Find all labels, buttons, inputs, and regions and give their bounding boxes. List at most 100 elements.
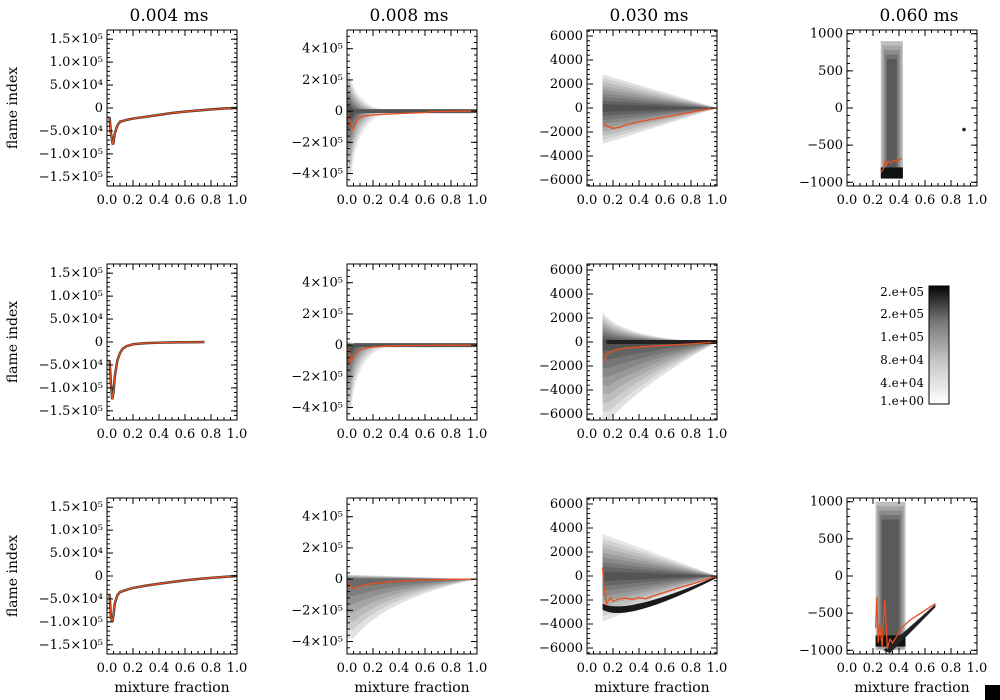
colorbar-label: 1.e+00	[880, 394, 924, 408]
y-axis-label: flame index	[5, 67, 21, 149]
y-tick-label: −2000	[539, 593, 583, 608]
x-tick-label: 0.8	[681, 427, 702, 442]
y-tick-label: 0	[335, 338, 343, 353]
x-tick-label: 0.0	[97, 427, 118, 442]
y-tick-label: 0	[835, 101, 843, 116]
density-band	[347, 106, 360, 121]
y-tick-label: 0	[335, 104, 343, 119]
y-tick-label: 4×10⁵	[302, 276, 343, 291]
y-tick-label: 0	[95, 569, 103, 584]
x-tick-label: 0.4	[629, 193, 650, 208]
y-tick-label: 500	[818, 532, 843, 547]
density-band	[347, 75, 394, 174]
panel-r1c4: 0.0 0.2 0.4 0.6 0.8 1.0 1000 500 0 −500 −1000	[799, 27, 987, 208]
colorbar-label: 4.e+04	[880, 376, 924, 390]
panel-plot-area	[347, 341, 477, 417]
x-tick-label: 0.8	[681, 661, 702, 676]
column-title: 0.060 ms	[880, 6, 959, 26]
x-tick-label: 0.6	[915, 193, 936, 208]
x-tick-label: 0.8	[441, 193, 462, 208]
x-tick-label: 0.6	[655, 661, 676, 676]
y-tick-label: 1.0×10⁵	[50, 523, 103, 538]
x-tick-label: 0.2	[863, 193, 884, 208]
x-tick-label: 0.2	[603, 661, 624, 676]
y-tick-label: −6000	[539, 173, 583, 188]
x-tick-label: 0.6	[175, 193, 196, 208]
y-tick-label: −2×10⁵	[291, 369, 343, 384]
x-tick-label: 0.4	[629, 661, 650, 676]
density-band	[606, 340, 717, 344]
y-tick-label: −2×10⁵	[291, 603, 343, 618]
y-tick-label: −1.5×10⁵	[39, 170, 103, 185]
y-tick-label: −2000	[539, 359, 583, 374]
density-band	[883, 604, 936, 654]
colorbar-label: 1.e+05	[880, 330, 924, 344]
y-tick-label: −1000	[799, 643, 843, 658]
y-tick-label: −4×10⁵	[291, 635, 343, 650]
x-tick-label: 0.6	[175, 661, 196, 676]
y-tick-label: 1000	[810, 27, 843, 42]
panel-r2c1: 0.0 0.2 0.4 0.6 0.8 1.0 1.5×10⁵ 1.0×10⁵ 5.0×10⁴ 0…	[5, 263, 248, 442]
y-tick-label: 6000	[550, 29, 583, 44]
y-tick-label: 0	[95, 335, 103, 350]
density-band	[602, 571, 717, 582]
y-tick-label: 6000	[550, 263, 583, 278]
x-tick-label: 0.4	[889, 661, 910, 676]
x-tick-label: 0.4	[389, 661, 410, 676]
x-tick-label: 0.6	[655, 427, 676, 442]
density-band	[353, 109, 477, 114]
y-tick-label: 5.0×10⁴	[50, 546, 103, 561]
y-tick-label: −1000	[799, 175, 843, 190]
x-tick-label: 0.2	[363, 193, 384, 208]
y-tick-label: 5.0×10⁴	[50, 78, 103, 93]
panel-plot-area	[108, 340, 205, 400]
panel-plot-area	[108, 106, 237, 146]
y-tick-label: −1.0×10⁵	[39, 381, 103, 396]
x-tick-label: 1.0	[967, 193, 988, 208]
panel-plot-area	[347, 574, 477, 639]
panel-plot-area	[602, 74, 717, 144]
x-tick-label: 0.4	[149, 661, 170, 676]
x-tick-label: 0.0	[837, 193, 858, 208]
colorbar-label: 2.e+05	[880, 307, 924, 321]
density-band	[347, 70, 399, 183]
y-tick-label: −5.0×10⁴	[39, 592, 103, 607]
colorbar-label: 8.e+04	[880, 353, 924, 367]
y-axis-label: flame index	[5, 535, 21, 617]
panel-plot-area	[108, 574, 237, 623]
mean-curve	[347, 344, 477, 365]
panel-r3c2: 0.0 0.2 0.4 0.6 0.8 1.0 4×10⁵ 2×10⁵ 0 −2×10⁵ −4×10…	[291, 497, 487, 696]
y-tick-label: −5.0×10⁴	[39, 358, 103, 373]
x-axis-label: mixture fraction	[354, 680, 469, 696]
mean-curve	[347, 110, 477, 132]
y-tick-label: 0	[575, 335, 583, 350]
mean-curve	[874, 596, 936, 649]
y-tick-label: −4000	[539, 617, 583, 632]
y-tick-label: 2000	[550, 77, 583, 92]
y-tick-label: 4×10⁵	[302, 510, 343, 525]
density-band	[347, 344, 360, 355]
x-tick-label: 0.4	[389, 427, 410, 442]
x-tick-label: 0.6	[915, 661, 936, 676]
y-tick-label: 2000	[550, 311, 583, 326]
panel-plot-area	[874, 501, 936, 654]
panel-frame	[106, 497, 238, 655]
x-tick-label: 1.0	[707, 661, 728, 676]
panel-r1c2: 0.0 0.2 0.4 0.6 0.8 1.0 4×10⁵ 2×10⁵ 0 −2×10⁵ −4×10…	[291, 29, 487, 208]
y-tick-label: −1.5×10⁵	[39, 404, 103, 419]
y-tick-label: 0	[575, 569, 583, 584]
y-tick-label: 5.0×10⁴	[50, 312, 103, 327]
panel-grid: 0.0 0.2 0.4 0.6 0.8 1.0 1.5×10⁵ 1.0×10⁵ 5.0×10⁴ 0…	[5, 27, 987, 696]
x-tick-label: 0.2	[123, 427, 144, 442]
x-axis-label: mixture fraction	[594, 680, 709, 696]
x-tick-label: 0.4	[389, 193, 410, 208]
x-tick-label: 0.8	[941, 661, 962, 676]
density-band	[602, 104, 717, 112]
y-tick-label: −1.0×10⁵	[39, 615, 103, 630]
x-tick-label: 1.0	[227, 427, 248, 442]
y-tick-label: 1.0×10⁵	[50, 55, 103, 70]
y-tick-label: 0	[95, 101, 103, 116]
x-tick-label: 0.2	[603, 193, 624, 208]
y-tick-label: −5.0×10⁴	[39, 124, 103, 139]
